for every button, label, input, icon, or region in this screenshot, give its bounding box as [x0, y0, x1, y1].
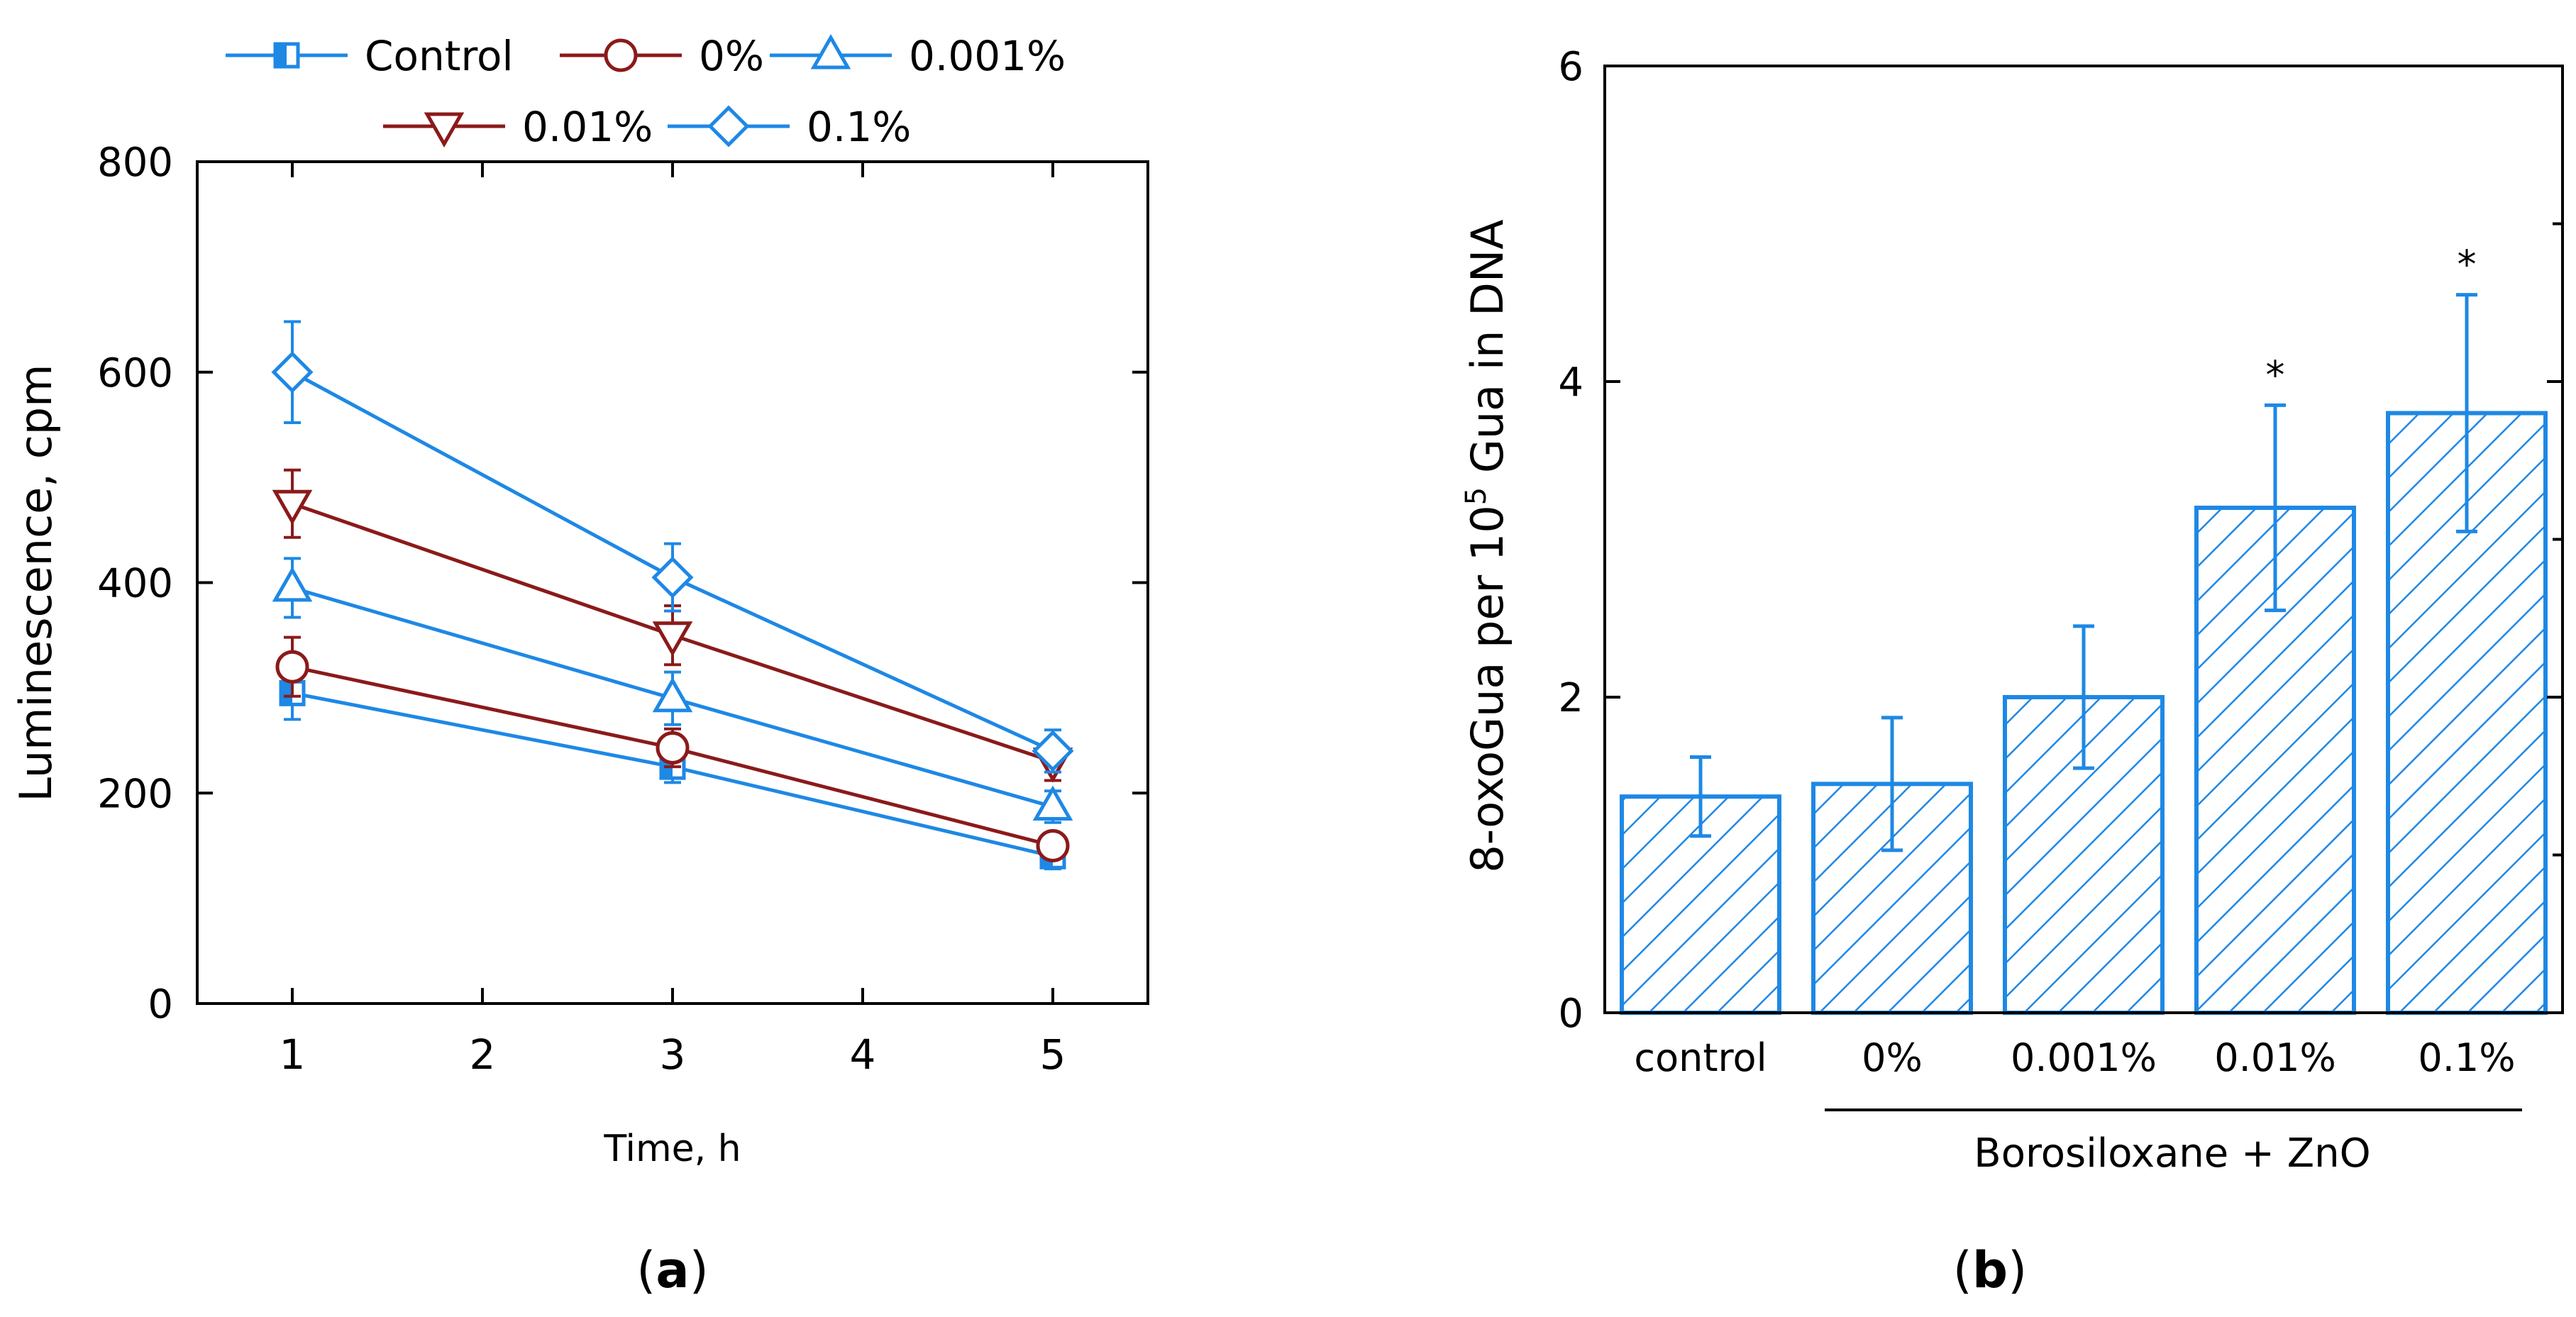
bar-0-1pct-significance: *: [2458, 243, 2477, 287]
series-0-1pct-point: [651, 556, 694, 599]
x-tick-label: control: [1634, 1035, 1767, 1080]
y-axis-label-b: 8-oxoGua per 105 Gua in DNA: [1460, 219, 1513, 872]
series-0-001pct: [272, 557, 1073, 824]
x-tick-label: 0%: [1862, 1035, 1923, 1080]
legend-0-001pct: 0.001%: [770, 32, 1066, 80]
legend-Control-marker-fill: [275, 44, 287, 67]
bar-0pct: [1811, 716, 1973, 1015]
y-tick-label: 0: [1558, 991, 1583, 1037]
legend-0pct-marker: [604, 38, 638, 72]
x-tick-label: 0.1%: [2418, 1035, 2515, 1080]
legend-0-001pct-marker: [810, 33, 851, 70]
series-0-001pct-point: [272, 566, 313, 602]
line-chart-panel-a: Control 0% 0.001% 0.01% 0.1% 1 2 3 4 5 0 200 400 600…: [10, 32, 1149, 1299]
y-tick-label: 0: [148, 982, 173, 1028]
legend-0-1pct-label: 0.1%: [807, 103, 911, 151]
bar-0-001pct: [2003, 624, 2165, 1015]
group-label: Borosiloxane + ZnO: [1974, 1130, 2370, 1177]
y-tick-label: 2: [1558, 675, 1583, 721]
series-0-001pct-point: [652, 677, 693, 713]
legend-0-1pct-marker: [707, 105, 750, 148]
legend-0-01pct-marker: [424, 112, 465, 148]
legend-0-001pct-label: 0.001%: [909, 32, 1066, 80]
series-0-1pct: [271, 320, 1074, 774]
series-Control-point-fill: [281, 682, 292, 705]
legend-Control-marker: [273, 42, 300, 69]
axis-ticks-b: 0 2 4 6 control 0% 0.001% 0.01% 0.1%: [1558, 44, 2563, 1080]
y-tick-label: 400: [97, 561, 173, 607]
x-tick-label: 0.01%: [2214, 1035, 2336, 1080]
y-tick-label: 4: [1558, 360, 1583, 406]
x-tick-label: 1: [280, 1030, 306, 1079]
y-tick-label: 600: [97, 350, 173, 396]
bar-0-1pct: *: [2386, 243, 2548, 1015]
y-axis-label: Luminescence, cpm: [10, 364, 62, 801]
series-0-01pct-point: [652, 621, 693, 657]
axis-ticks-a: 1 2 3 4 5 0 200 400 600 800: [97, 140, 1148, 1079]
series-0pct-point: [656, 730, 690, 765]
panel-label-b: (b): [1953, 1241, 2028, 1299]
legend: Control 0% 0.001% 0.01% 0.1%: [226, 32, 1066, 151]
plot-area-b: **: [1620, 243, 2548, 1016]
x-tick-label: 0.001%: [2011, 1035, 2157, 1080]
x-tick-label: 5: [1040, 1030, 1066, 1079]
legend-0pct: 0%: [560, 32, 764, 80]
x-tick-label: 4: [850, 1030, 876, 1079]
plot-area-a: [271, 320, 1074, 871]
series-0-001pct-point: [1032, 785, 1073, 821]
legend-Control-label: Control: [365, 32, 514, 80]
x-tick-label: 2: [470, 1030, 496, 1079]
series-0pct-point: [1036, 828, 1070, 862]
bar-control: [1620, 755, 1781, 1016]
legend-Control: Control: [226, 32, 514, 80]
legend-0-01pct-label: 0.01%: [522, 103, 653, 151]
y-tick-label: 800: [97, 140, 173, 186]
series-0-01pct: [272, 468, 1073, 783]
legend-0-01pct: 0.01%: [383, 103, 653, 151]
legend-0pct-label: 0%: [699, 32, 764, 80]
bar-0-01pct: *: [2194, 352, 2356, 1015]
x-axis-label: Time, h: [603, 1128, 741, 1170]
series-0pct: [275, 635, 1070, 862]
series-0-1pct-point: [271, 351, 314, 394]
y-tick-label: 200: [97, 771, 173, 817]
panel-label-a: (a): [636, 1241, 709, 1299]
x-tick-label: 3: [660, 1030, 686, 1079]
series-0-1pct-point: [1032, 730, 1074, 772]
legend-0-1pct: 0.1%: [668, 103, 911, 151]
series-0-01pct-point: [272, 489, 313, 526]
series-0pct-point: [275, 650, 309, 684]
y-tick-label: 6: [1558, 44, 1583, 90]
bar-0-01pct-significance: *: [2266, 352, 2285, 397]
